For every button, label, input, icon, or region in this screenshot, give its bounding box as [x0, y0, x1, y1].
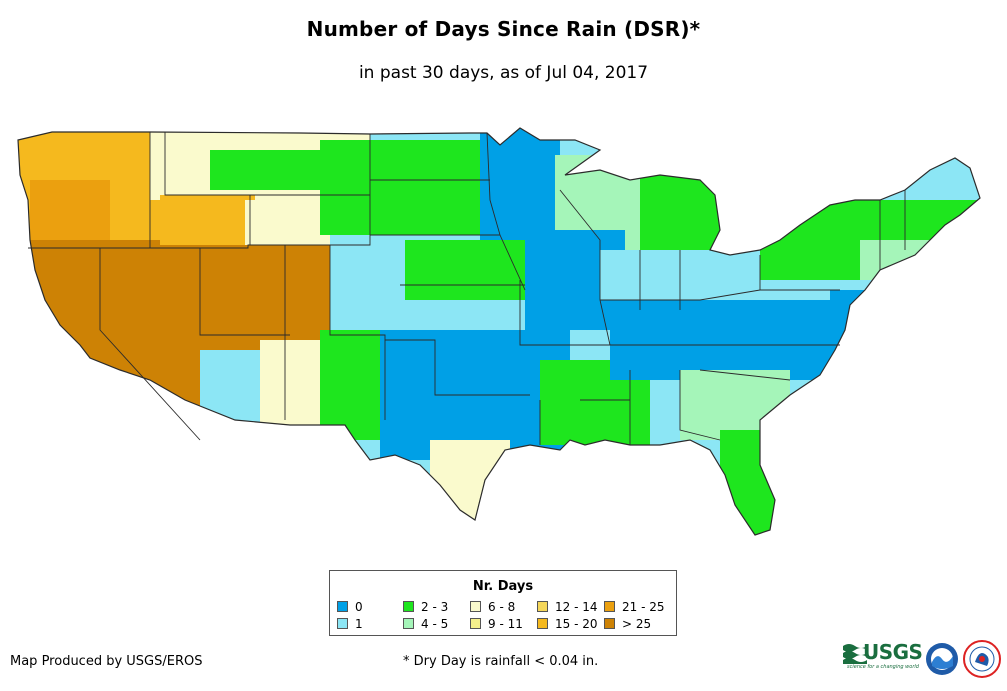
usgs-logo-text: USGS — [863, 640, 923, 664]
legend-swatch-5 — [470, 618, 481, 629]
legend-label-4: 6 - 8 — [488, 600, 516, 614]
map-subtitle: in past 30 days, as of Jul 04, 2017 — [358, 63, 649, 83]
legend-swatch-2 — [403, 601, 414, 612]
legend: Nr. Days 0 1 2 - 3 4 - 5 6 - 8 9 - 11 12… — [329, 570, 677, 636]
legend-swatch-1 — [337, 618, 348, 629]
legend-label-3: 4 - 5 — [421, 617, 449, 631]
legend-label-9: > 25 — [622, 617, 652, 631]
legend-swatch-9 — [604, 618, 615, 629]
footnote-text: * Dry Day is rainfall < 0.04 in. — [403, 654, 599, 669]
agency-logos: USGS science for a changing world — [843, 636, 1003, 682]
legend-label-2: 2 - 3 — [421, 600, 449, 614]
usgs-tagline: science for a changing world — [847, 664, 919, 670]
legend-title: Nr. Days — [472, 579, 534, 594]
map-title: Number of Days Since Rain (DSR)* — [306, 17, 701, 41]
noaa-logo-icon — [926, 643, 958, 675]
us-dsr-map — [17, 127, 981, 536]
legend-label-1: 1 — [355, 617, 363, 631]
legend-label-6: 12 - 14 — [555, 600, 598, 614]
legend-label-0: 0 — [355, 600, 363, 614]
legend-label-7: 15 - 20 — [555, 617, 598, 631]
nws-logo-icon — [963, 640, 1001, 678]
legend-swatch-4 — [470, 601, 481, 612]
credit-text: Map Produced by USGS/EROS — [10, 654, 203, 669]
legend-label-5: 9 - 11 — [488, 617, 523, 631]
legend-swatch-6 — [537, 601, 548, 612]
legend-swatch-3 — [403, 618, 414, 629]
legend-swatch-8 — [604, 601, 615, 612]
legend-swatch-7 — [537, 618, 548, 629]
usgs-logo-icon — [843, 644, 867, 664]
legend-swatch-0 — [337, 601, 348, 612]
legend-label-8: 21 - 25 — [622, 600, 665, 614]
